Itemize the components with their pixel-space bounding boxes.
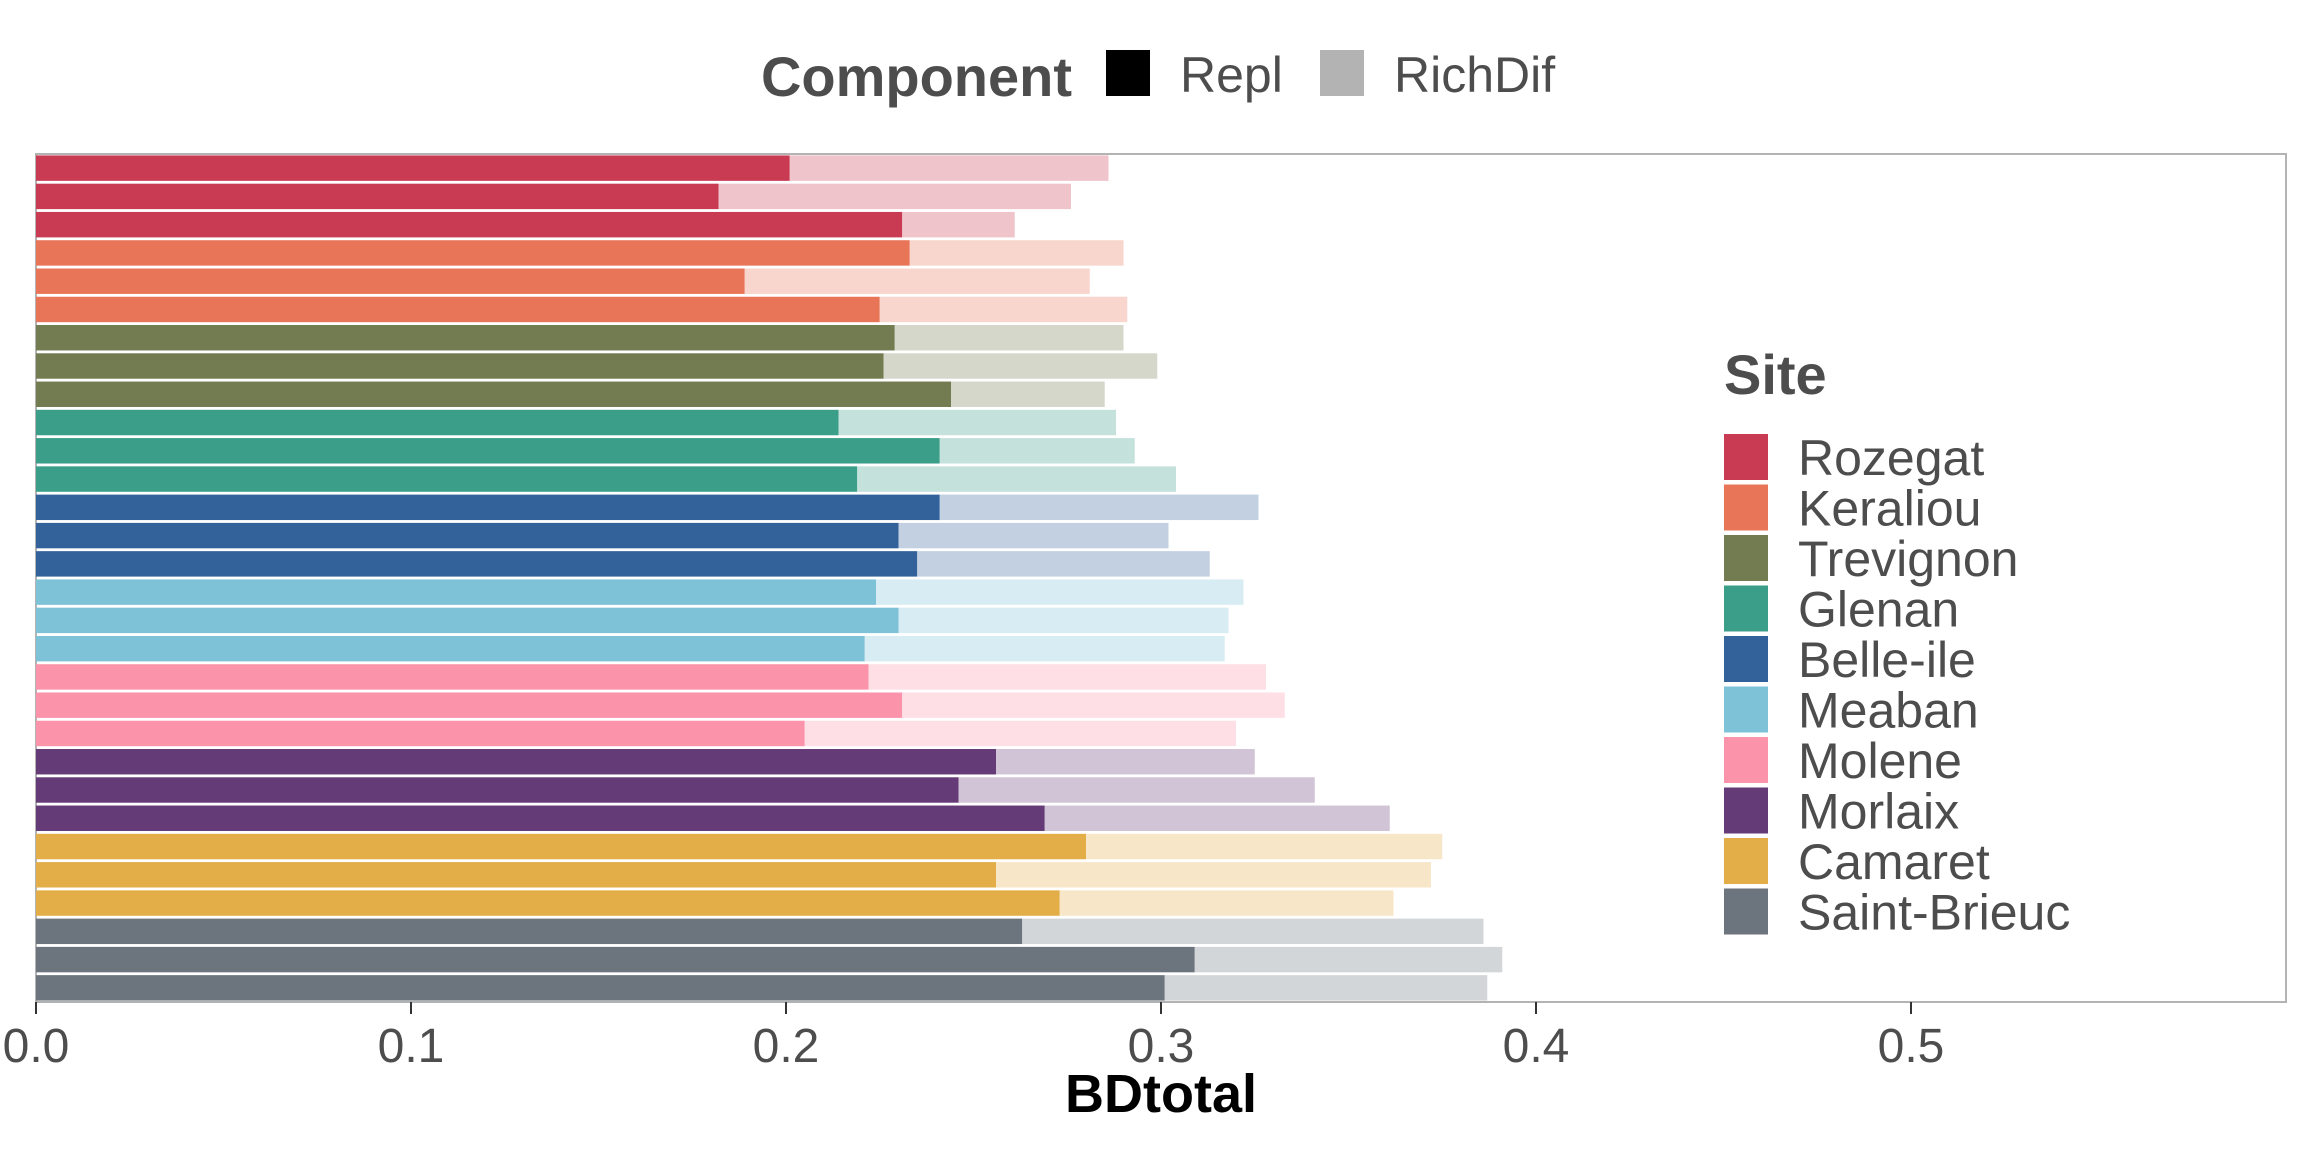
x-tick-label: 0.3 — [1128, 1020, 1195, 1073]
bar-richdif-belle-ile-14 — [898, 522, 1169, 549]
plot-panel — [35, 153, 2287, 1003]
bar-richdif-meaban-18 — [864, 635, 1225, 662]
bar-repl-morlaix-24 — [36, 805, 1045, 831]
bar-richdif-camaret-26 — [996, 862, 1431, 888]
bar-richdif-trevignon-9 — [951, 381, 1105, 407]
legend-swatch-trevignon — [1724, 535, 1768, 581]
bar-repl-rozegat-3 — [36, 211, 903, 238]
legend-swatch-meaban — [1724, 686, 1768, 733]
legend-label-camaret: Camaret — [1798, 834, 1990, 890]
x-tick-label: 0.2 — [753, 1020, 820, 1073]
bar-richdif-keraliou-4 — [909, 240, 1124, 266]
bar-repl-meaban-18 — [36, 635, 865, 662]
bar-repl-keraliou-5 — [36, 268, 745, 294]
bar-richdif-glenan-11 — [939, 438, 1135, 464]
bar-richdif-saint-brieuc-30 — [1164, 975, 1488, 1001]
legend-label-richdif: RichDif — [1394, 47, 1555, 103]
bar-repl-trevignon-8 — [36, 353, 884, 379]
bar-richdif-camaret-25 — [1086, 833, 1443, 860]
bar-repl-molene-21 — [36, 720, 805, 747]
legend-label-keraliou: Keraliou — [1798, 481, 1981, 537]
bar-repl-meaban-16 — [36, 579, 876, 605]
legend-swatch-saint-brieuc — [1724, 888, 1768, 935]
legend-label-meaban: Meaban — [1798, 683, 1979, 739]
legend-label-rozegat: Rozegat — [1798, 430, 1984, 486]
bar-repl-saint-brieuc-30 — [36, 975, 1165, 1001]
bar-richdif-trevignon-8 — [883, 353, 1158, 379]
bar-richdif-rozegat-2 — [718, 183, 1071, 210]
legend-swatch-glenan — [1724, 585, 1768, 632]
bar-richdif-morlaix-24 — [1044, 805, 1390, 831]
bar-repl-morlaix-22 — [36, 749, 996, 775]
component-legend: Component Repl RichDif — [761, 45, 1555, 108]
bar-richdif-molene-21 — [804, 720, 1236, 747]
bar-richdif-keraliou-6 — [879, 296, 1128, 323]
bar-richdif-belle-ile-15 — [917, 551, 1210, 577]
site-legend-title: Site — [1724, 343, 1827, 406]
x-tick-label: 0.1 — [378, 1020, 445, 1073]
x-axis: 0.0 0.1 0.2 0.3 0.4 0.5 — [3, 1002, 1945, 1073]
bar-repl-rozegat-1 — [36, 155, 790, 181]
bar-richdif-belle-ile-13 — [939, 494, 1259, 521]
x-tick-label: 0.0 — [3, 1020, 70, 1073]
bar-repl-molene-19 — [36, 664, 869, 690]
legend-label-trevignon: Trevignon — [1798, 531, 2018, 587]
bar-repl-rozegat-2 — [36, 183, 719, 210]
site-legend: Site RozegatKeraliouTrevignonGlenanBelle… — [1724, 343, 2070, 941]
bar-richdif-keraliou-5 — [744, 268, 1090, 294]
legend-swatch-richdif — [1320, 50, 1364, 96]
bar-repl-morlaix-23 — [36, 777, 959, 803]
bar-richdif-glenan-12 — [857, 466, 1176, 492]
bar-repl-keraliou-4 — [36, 240, 910, 266]
legend-swatch-rozegat — [1724, 434, 1768, 480]
bar-richdif-rozegat-3 — [902, 211, 1015, 238]
legend-swatch-molene — [1724, 737, 1768, 783]
bar-repl-meaban-17 — [36, 607, 899, 634]
legend-swatch-camaret — [1724, 838, 1768, 884]
bar-repl-trevignon-9 — [36, 381, 951, 407]
bar-repl-trevignon-7 — [36, 325, 895, 351]
legend-label-repl: Repl — [1180, 47, 1283, 103]
bar-repl-glenan-11 — [36, 438, 940, 464]
bar-repl-camaret-26 — [36, 862, 996, 888]
bar-repl-saint-brieuc-28 — [36, 918, 1023, 945]
bar-richdif-rozegat-1 — [789, 155, 1109, 181]
legend-label-belle-ile: Belle-ile — [1798, 632, 1976, 688]
legend-swatch-morlaix — [1724, 787, 1768, 834]
bar-repl-keraliou-6 — [36, 296, 880, 323]
bars-group — [36, 155, 1503, 1001]
bar-richdif-morlaix-23 — [958, 777, 1315, 803]
x-tick-label: 0.5 — [1878, 1020, 1945, 1073]
bar-richdif-molene-20 — [902, 692, 1285, 718]
legend-swatch-keraliou — [1724, 484, 1768, 531]
legend-label-glenan: Glenan — [1798, 582, 1959, 638]
legend-swatch-repl — [1106, 50, 1150, 96]
legend-label-morlaix: Morlaix — [1798, 784, 1959, 840]
bar-richdif-glenan-10 — [838, 409, 1116, 436]
component-legend-title: Component — [761, 45, 1072, 108]
x-axis-title: BDtotal — [1065, 1064, 1257, 1124]
bar-richdif-saint-brieuc-28 — [1022, 918, 1484, 945]
bar-richdif-camaret-27 — [1059, 890, 1394, 916]
legend-label-saint-brieuc: Saint-Brieuc — [1798, 885, 2070, 941]
legend-label-molene: Molene — [1798, 733, 1962, 789]
bar-repl-glenan-10 — [36, 409, 839, 436]
bar-richdif-saint-brieuc-29 — [1194, 946, 1503, 973]
bar-repl-belle-ile-14 — [36, 522, 899, 549]
bar-repl-belle-ile-13 — [36, 494, 940, 521]
bar-richdif-trevignon-7 — [894, 325, 1124, 351]
bar-richdif-morlaix-22 — [996, 749, 1255, 775]
bar-repl-saint-brieuc-29 — [36, 946, 1195, 973]
legend-swatch-belle-ile — [1724, 636, 1768, 682]
bar-repl-camaret-25 — [36, 833, 1086, 860]
bar-repl-glenan-12 — [36, 466, 858, 492]
bar-repl-camaret-27 — [36, 890, 1060, 916]
x-tick-label: 0.4 — [1503, 1020, 1570, 1073]
bar-richdif-molene-19 — [868, 664, 1266, 690]
bar-repl-belle-ile-15 — [36, 551, 918, 577]
bar-repl-molene-20 — [36, 692, 903, 718]
bar-richdif-meaban-16 — [876, 579, 1244, 605]
bar-richdif-meaban-17 — [898, 607, 1229, 634]
